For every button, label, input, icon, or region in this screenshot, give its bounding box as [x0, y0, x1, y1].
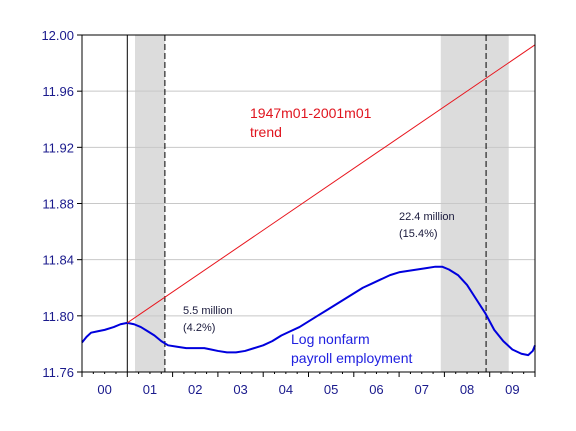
y-tick-label-1: 11.80 [42, 309, 74, 324]
y-tick-label-6: 12.00 [41, 28, 74, 43]
gap-2002-amount: 5.5 million [183, 305, 233, 317]
series-line-0 [81, 265, 536, 357]
y-tick-label-2: 11.84 [42, 253, 74, 268]
x-tick-label-6: 06 [369, 382, 383, 397]
x-tick-label-0: 00 [97, 382, 111, 397]
gap-2002-percent: (4.2%) [183, 322, 215, 334]
tick-layer: 11.76 11.80 11.84 11.88 11.92 11.96 12.00 00 01 0… [41, 28, 536, 397]
x-tick-label-2: 02 [188, 382, 202, 397]
y-tick-label-3: 11.88 [42, 197, 74, 212]
x-tick-label-4: 04 [279, 382, 293, 397]
y-tick-label-0: 11.76 [42, 365, 74, 380]
x-tick-label-3: 03 [233, 382, 247, 397]
y-tick-label-4: 11.92 [42, 140, 74, 155]
x-tick-label-9: 09 [505, 382, 519, 397]
series-line-1 [127, 44, 536, 324]
gridline-layer [82, 90, 535, 317]
x-tick-label-7: 07 [415, 382, 429, 397]
x-tick-label-1: 01 [143, 382, 157, 397]
x-tick-label-5: 05 [324, 382, 338, 397]
trend-label-line2: trend [250, 124, 282, 140]
trend-label-line1: 1947m01-2001m01 [250, 105, 372, 121]
x-tick-label-8: 08 [460, 382, 474, 397]
series-layer [81, 44, 536, 357]
employment-label-line1: Log nonfarm [291, 331, 370, 347]
y-tick-label-5: 11.96 [42, 84, 74, 99]
gap-2008-amount: 22.4 million [399, 211, 455, 223]
gap-2008-percent: (15.4%) [399, 228, 438, 240]
employment-label-line2: payroll employment [291, 350, 412, 366]
